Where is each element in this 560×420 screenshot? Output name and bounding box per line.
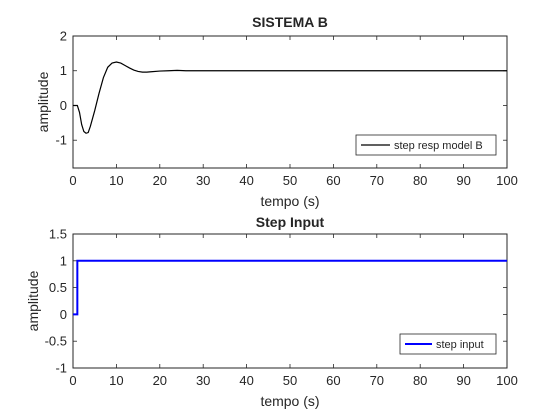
x-tick-label: 70	[370, 173, 384, 188]
y-tick-label: 0	[60, 307, 67, 322]
chart-title: SISTEMA B	[252, 14, 328, 30]
y-tick-label: 1	[60, 63, 67, 78]
x-tick-label: 30	[196, 373, 210, 388]
x-tick-label: 100	[496, 373, 518, 388]
x-tick-label: 60	[326, 173, 340, 188]
x-tick-label: 10	[109, 173, 123, 188]
x-tick-label: 50	[283, 173, 297, 188]
x-axis-label: tempo (s)	[260, 193, 319, 209]
x-tick-label: 20	[153, 173, 167, 188]
series-line-step-input	[73, 259, 507, 316]
legend-box	[355, 134, 497, 156]
legend-box	[399, 333, 497, 355]
legend: step input	[399, 333, 497, 355]
y-tick-label: 0.5	[49, 280, 67, 295]
x-tick-label: 0	[69, 173, 76, 188]
chart-title: Step Input	[256, 214, 325, 230]
x-tick-label: 90	[456, 373, 470, 388]
legend-entry-label: step input	[436, 339, 484, 351]
subplot-step-input: Step Input 0 10 20 30 40 50 60 70 80 90 100 1.5 1 0.5…	[25, 214, 518, 409]
x-tick-label: 70	[370, 373, 384, 388]
x-tick-label: 60	[326, 373, 340, 388]
x-tick-label: 100	[496, 173, 518, 188]
x-tick-label: 50	[283, 373, 297, 388]
legend: step resp model B	[355, 134, 497, 156]
x-tick-label: 80	[413, 173, 427, 188]
series-line-step-resp-model-b	[73, 61, 507, 134]
x-tick-label: 80	[413, 373, 427, 388]
y-tick-label: -1	[55, 361, 67, 376]
x-tick-label: 90	[456, 173, 470, 188]
legend-entry-label: step resp model B	[394, 140, 483, 152]
y-tick-label: 1	[60, 253, 67, 268]
y-tick-label: 2	[60, 29, 67, 44]
ticks-group: 0 10 20 30 40 50 60 70 80 90 100 1.5 1 0.5 0 -0.5 -1	[45, 227, 518, 389]
y-tick-label: -1	[55, 133, 67, 148]
x-tick-label: 40	[239, 173, 253, 188]
x-tick-label: 0	[69, 373, 76, 388]
x-tick-label: 40	[239, 373, 253, 388]
y-tick-label: 1.5	[49, 227, 67, 242]
y-axis-label: amplitude	[25, 270, 41, 331]
x-axis-label: tempo (s)	[260, 393, 319, 409]
x-tick-label: 10	[109, 373, 123, 388]
y-axis-label: amplitude	[35, 71, 51, 132]
y-tick-label: 0	[60, 98, 67, 113]
x-tick-label: 20	[153, 373, 167, 388]
x-tick-label: 30	[196, 173, 210, 188]
y-tick-label: -0.5	[45, 334, 67, 349]
